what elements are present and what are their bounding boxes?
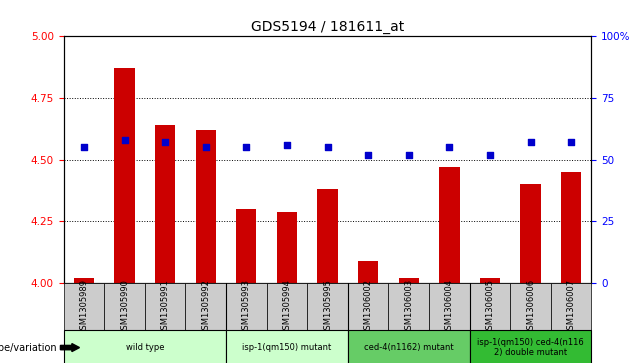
Text: GSM1305994: GSM1305994 bbox=[282, 279, 291, 335]
Title: GDS5194 / 181611_at: GDS5194 / 181611_at bbox=[251, 20, 404, 34]
Point bbox=[566, 139, 576, 145]
Bar bbox=[145, 283, 186, 330]
Text: GSM1305992: GSM1305992 bbox=[201, 279, 211, 335]
Text: genotype/variation: genotype/variation bbox=[0, 343, 57, 352]
Bar bbox=[226, 283, 266, 330]
Text: GSM1305989: GSM1305989 bbox=[80, 279, 88, 335]
Bar bbox=[348, 283, 389, 330]
Bar bbox=[520, 184, 541, 283]
Text: GSM1305995: GSM1305995 bbox=[323, 279, 332, 335]
Text: ced-4(n1162) mutant: ced-4(n1162) mutant bbox=[364, 343, 453, 352]
Point bbox=[120, 137, 130, 143]
Text: GSM1306004: GSM1306004 bbox=[445, 279, 454, 335]
Bar bbox=[469, 330, 591, 363]
Text: wild type: wild type bbox=[125, 343, 164, 352]
Text: GSM1306007: GSM1306007 bbox=[567, 279, 576, 335]
Text: GSM1306003: GSM1306003 bbox=[404, 279, 413, 335]
Bar bbox=[429, 283, 469, 330]
Bar bbox=[317, 189, 338, 283]
Bar bbox=[114, 68, 135, 283]
Bar bbox=[358, 261, 378, 283]
Bar bbox=[196, 130, 216, 283]
Bar bbox=[64, 283, 104, 330]
Point bbox=[404, 152, 414, 158]
Bar bbox=[469, 283, 510, 330]
Bar bbox=[551, 283, 591, 330]
Point bbox=[485, 152, 495, 158]
Point bbox=[160, 139, 170, 145]
Text: GSM1306002: GSM1306002 bbox=[364, 279, 373, 335]
Bar bbox=[389, 283, 429, 330]
Text: GSM1305993: GSM1305993 bbox=[242, 279, 251, 335]
Text: GSM1306005: GSM1306005 bbox=[485, 279, 494, 335]
Point bbox=[363, 152, 373, 158]
Bar bbox=[307, 283, 348, 330]
Point bbox=[79, 144, 89, 150]
Point bbox=[322, 144, 333, 150]
Text: GSM1306006: GSM1306006 bbox=[526, 279, 535, 335]
Bar bbox=[186, 283, 226, 330]
Bar bbox=[348, 330, 469, 363]
Bar bbox=[510, 283, 551, 330]
Text: GSM1305990: GSM1305990 bbox=[120, 279, 129, 335]
Point bbox=[525, 139, 536, 145]
Text: isp-1(qm150) ced-4(n116
2) double mutant: isp-1(qm150) ced-4(n116 2) double mutant bbox=[477, 338, 584, 357]
Text: isp-1(qm150) mutant: isp-1(qm150) mutant bbox=[242, 343, 331, 352]
Bar bbox=[480, 278, 500, 283]
Bar bbox=[399, 278, 419, 283]
Bar bbox=[226, 330, 348, 363]
Point bbox=[241, 144, 251, 150]
Bar bbox=[74, 278, 94, 283]
Point bbox=[445, 144, 455, 150]
Bar bbox=[561, 172, 581, 283]
Bar bbox=[64, 330, 226, 363]
Bar bbox=[104, 283, 145, 330]
Point bbox=[282, 142, 292, 148]
Bar bbox=[439, 167, 459, 283]
Bar bbox=[266, 283, 307, 330]
Point bbox=[200, 144, 211, 150]
Bar bbox=[155, 125, 176, 283]
Bar bbox=[236, 209, 256, 283]
Text: GSM1305991: GSM1305991 bbox=[161, 279, 170, 335]
Bar bbox=[277, 212, 297, 283]
